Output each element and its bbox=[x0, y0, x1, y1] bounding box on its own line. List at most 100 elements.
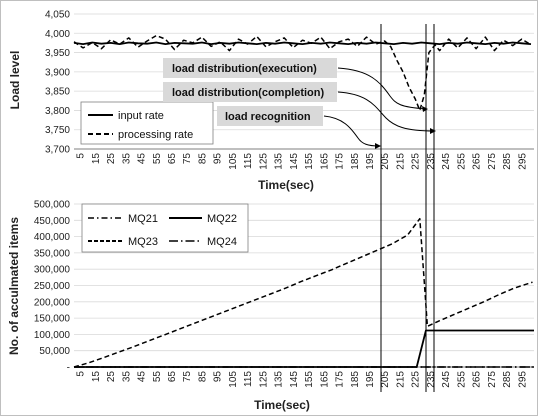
bottom-x-tick-label: 205 bbox=[380, 371, 391, 388]
bottom-legend-box bbox=[81, 203, 249, 253]
top-x-tick-label: 5 bbox=[76, 153, 87, 159]
top-x-tick-label: 75 bbox=[182, 153, 193, 165]
top-x-tick-label: 35 bbox=[121, 153, 132, 165]
annotation-execution-box bbox=[163, 58, 337, 78]
annotation-recognition-label: load recognition bbox=[225, 111, 311, 123]
annotation-completion-box bbox=[163, 82, 337, 102]
annotation-execution-arrowhead bbox=[422, 106, 428, 112]
annotation-execution-label: load distribution(execution) bbox=[172, 63, 317, 75]
top-x-tick-label: 95 bbox=[213, 153, 224, 165]
bottom-y-tick-label: 150,000 bbox=[34, 314, 71, 325]
bottom-x-tick-label: 165 bbox=[319, 371, 330, 388]
annotation-recognition-arrow bbox=[323, 115, 380, 147]
bottom-x-tick-label: 115 bbox=[243, 371, 254, 387]
legend-label-input-rate: input rate bbox=[118, 110, 164, 122]
top-y-tick-label: 4,050 bbox=[45, 10, 70, 21]
top-series-processing-rate bbox=[73, 34, 532, 112]
bottom-y-tick-label: 400,000 bbox=[34, 232, 71, 243]
bottom-x-tick-label: 15 bbox=[91, 371, 102, 383]
bottom-x-tick-label: 215 bbox=[395, 371, 406, 388]
bottom-x-tick-label: 255 bbox=[456, 371, 467, 388]
top-x-tick-label: 65 bbox=[167, 153, 178, 165]
top-y-tick-label: 3,950 bbox=[45, 48, 70, 59]
bottom-y-tick-label: 100,000 bbox=[34, 330, 71, 341]
bottom-x-tick-label: 25 bbox=[106, 371, 117, 383]
legend-label-mq21: MQ21 bbox=[128, 213, 158, 225]
top-x-tick-label: 295 bbox=[517, 153, 528, 170]
top-x-tick-label: 285 bbox=[502, 153, 513, 170]
top-x-tick-label: 145 bbox=[289, 153, 300, 170]
bottom-y-tick-label: 350,000 bbox=[34, 248, 71, 259]
top-x-tick-label: 105 bbox=[228, 153, 239, 170]
bottom-x-tick-label: 185 bbox=[350, 371, 361, 388]
top-y-axis-label: Load level bbox=[8, 51, 22, 110]
bottom-x-tick-label: 155 bbox=[304, 371, 315, 388]
bottom-x-tick-label: 125 bbox=[258, 371, 269, 388]
bottom-series-mq22 bbox=[74, 329, 534, 368]
bottom-x-tick-label: 75 bbox=[182, 371, 193, 383]
bottom-x-tick-label: 55 bbox=[152, 371, 163, 383]
bottom-y-axis-label: No. of acculmated items bbox=[7, 217, 21, 355]
bottom-x-tick-label: 195 bbox=[365, 371, 376, 388]
bottom-x-tick-label: 105 bbox=[228, 371, 239, 388]
annotation-execution: load distribution(execution) bbox=[163, 58, 428, 112]
bottom-y-tick-label: - bbox=[67, 363, 70, 374]
bottom-x-tick-label: 45 bbox=[137, 371, 148, 383]
top-x-tick-label: 255 bbox=[456, 153, 467, 170]
top-x-tick-label: 205 bbox=[380, 153, 391, 170]
top-x-tick-label: 45 bbox=[137, 153, 148, 165]
bottom-x-tick-label: 175 bbox=[335, 371, 346, 388]
bottom-y-tick-label: 500,000 bbox=[34, 200, 71, 211]
bottom-x-tick-label: 235 bbox=[426, 371, 437, 388]
top-x-tick-label: 115 bbox=[243, 153, 254, 169]
bottom-x-tick-label: 145 bbox=[289, 371, 300, 388]
bottom-x-tick-label: 225 bbox=[411, 371, 422, 388]
bottom-x-tick-label: 5 bbox=[76, 371, 87, 377]
annotation-completion-label: load distribution(completion) bbox=[172, 87, 324, 99]
bottom-y-tick-label: 200,000 bbox=[34, 297, 71, 308]
bottom-x-tick-label: 35 bbox=[121, 371, 132, 383]
top-x-tick-label: 235 bbox=[426, 153, 437, 170]
bottom-x-tick-label: 295 bbox=[517, 371, 528, 388]
top-x-tick-label: 125 bbox=[258, 153, 269, 170]
bottom-x-tick-label: 95 bbox=[213, 371, 224, 383]
bottom-y-tick-label: 300,000 bbox=[34, 265, 71, 276]
top-legend: input rate processing rate bbox=[80, 101, 214, 145]
legend-label-mq24: MQ24 bbox=[207, 236, 237, 248]
bottom-x-tick-label: 285 bbox=[502, 371, 513, 388]
legend-label-processing-rate: processing rate bbox=[118, 129, 193, 141]
bottom-x-tick-label: 265 bbox=[472, 371, 483, 388]
bottom-y-tick-label: 50,000 bbox=[39, 346, 70, 357]
top-x-tick-label: 25 bbox=[106, 153, 117, 165]
bottom-x-tick-label: 85 bbox=[197, 371, 208, 383]
top-y-tick-label: 3,800 bbox=[45, 106, 70, 117]
legend-label-mq23: MQ23 bbox=[128, 236, 158, 248]
top-x-tick-label: 215 bbox=[395, 153, 406, 170]
top-x-tick-label: 245 bbox=[441, 153, 452, 170]
top-x-tick-label: 185 bbox=[350, 153, 361, 170]
top-x-tick-label: 55 bbox=[152, 153, 163, 165]
top-y-tick-label: 3,750 bbox=[45, 125, 70, 136]
legend-label-mq22: MQ22 bbox=[207, 213, 237, 225]
top-x-tick-label: 265 bbox=[472, 153, 483, 170]
annotation-execution-arrow bbox=[337, 67, 427, 110]
top-series-input-rate bbox=[73, 41, 532, 45]
bottom-x-tick-label: 65 bbox=[167, 371, 178, 383]
bottom-x-tick-label: 275 bbox=[487, 371, 498, 388]
top-x-tick-label: 155 bbox=[304, 153, 315, 170]
bottom-series-mq23 bbox=[73, 217, 533, 368]
top-x-tick-label: 195 bbox=[365, 153, 376, 170]
top-y-tick-label: 3,850 bbox=[45, 87, 70, 98]
top-x-tick-label: 165 bbox=[319, 153, 330, 170]
annotation-recognition: load recognition bbox=[217, 106, 381, 149]
top-x-tick-label: 175 bbox=[335, 153, 346, 170]
top-x-tick-label: 135 bbox=[274, 153, 285, 170]
bottom-x-tick-label: 245 bbox=[441, 371, 452, 388]
top-x-tick-label: 225 bbox=[411, 153, 422, 170]
top-y-tick-label: 4,000 bbox=[45, 29, 70, 40]
top-y-tick-label: 3,900 bbox=[45, 67, 70, 78]
top-legend-box bbox=[80, 101, 214, 145]
top-y-tick-label: 3,700 bbox=[45, 145, 70, 156]
top-x-axis-label: Time(sec) bbox=[258, 178, 314, 192]
